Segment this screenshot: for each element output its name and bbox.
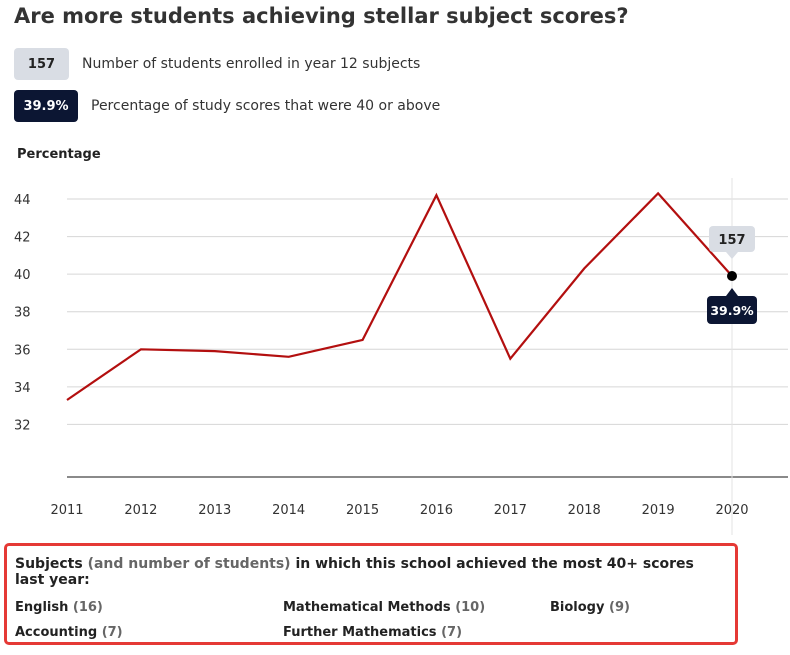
subject-name: Further Mathematics: [283, 625, 437, 640]
subjects-heading: Subjects (and number of students) in whi…: [15, 556, 727, 588]
y-axis-label: Percentage: [17, 147, 101, 162]
students-bubble-label: 157: [718, 233, 745, 248]
subject-name: Accounting: [15, 625, 98, 640]
subject-name: Biology: [550, 600, 605, 615]
x-tick-label: 2016: [420, 503, 453, 518]
y-tick-label: 32: [14, 418, 31, 433]
subject-name: English: [15, 600, 69, 615]
students-bubble-pointer: [726, 252, 738, 260]
subject-further-mathematics: Further Mathematics (7): [283, 625, 462, 640]
students-legend-label: Number of students enrolled in year 12 s…: [82, 56, 421, 72]
percent-bubble-label: 39.9%: [710, 303, 754, 318]
y-tick-labels: 32 34 36 38 40 42 44: [14, 193, 31, 433]
subjects-list: English (16) Mathematical Methods (10) B…: [15, 600, 727, 646]
x-tick-label: 2015: [346, 503, 379, 518]
subjects-heading-end: in which this school achieved the most 4…: [15, 556, 694, 588]
subject-mathematical-methods: Mathematical Methods (10): [283, 600, 485, 615]
y-tick-label: 36: [14, 343, 31, 358]
x-tick-labels: 2011 2012 2013 2014 2015 2016 2017 2018 2019 2020: [50, 503, 748, 518]
x-tick-label: 2012: [124, 503, 157, 518]
percent-badge: 39.9%: [14, 90, 78, 122]
subject-count: (16): [72, 600, 103, 615]
y-tick-label: 44: [14, 193, 31, 208]
y-tick-label: 40: [14, 268, 31, 283]
subject-english: English (16): [15, 600, 103, 615]
subject-name: Mathematical Methods: [283, 600, 451, 615]
x-tick-label: 2017: [494, 503, 527, 518]
subject-biology: Biology (9): [550, 600, 630, 615]
x-tick-label: 2011: [50, 503, 83, 518]
subjects-heading-start: Subjects: [15, 556, 83, 572]
subject-count: (9): [609, 600, 630, 615]
x-tick-label: 2018: [568, 503, 601, 518]
x-tick-label: 2020: [715, 503, 748, 518]
percent-bubble-pointer: [726, 288, 738, 297]
data-point-2020: [727, 271, 737, 282]
percent-legend-label: Percentage of study scores that were 40 …: [91, 98, 441, 114]
subjects-heading-muted: (and number of students): [87, 556, 291, 572]
legend-students: 157 Number of students enrolled in year …: [14, 48, 420, 80]
annotation-layer: 157 39.9%: [707, 226, 757, 325]
series-layer: [66, 191, 733, 401]
y-tick-label: 42: [14, 231, 31, 246]
x-tick-label: 2013: [198, 503, 231, 518]
x-tick-label: 2014: [272, 503, 305, 518]
percent-bubble: [707, 296, 757, 325]
subject-count: (7): [101, 625, 123, 640]
series-line: [66, 191, 733, 401]
students-bubble: [709, 226, 755, 253]
top-subjects-panel: Subjects (and number of students) in whi…: [4, 543, 738, 645]
subject-accounting: Accounting (7): [15, 625, 123, 640]
y-tick-label: 38: [14, 306, 31, 321]
y-tick-label: 34: [14, 381, 31, 396]
students-badge: 157: [14, 48, 69, 80]
legend-percent: 39.9% Percentage of study scores that we…: [14, 90, 440, 122]
subject-count: (10): [455, 600, 486, 615]
x-tick-label: 2019: [642, 503, 675, 518]
subject-count: (7): [441, 625, 463, 640]
gridlines: [67, 178, 788, 535]
chart-title: Are more students achieving stellar subj…: [14, 4, 629, 28]
